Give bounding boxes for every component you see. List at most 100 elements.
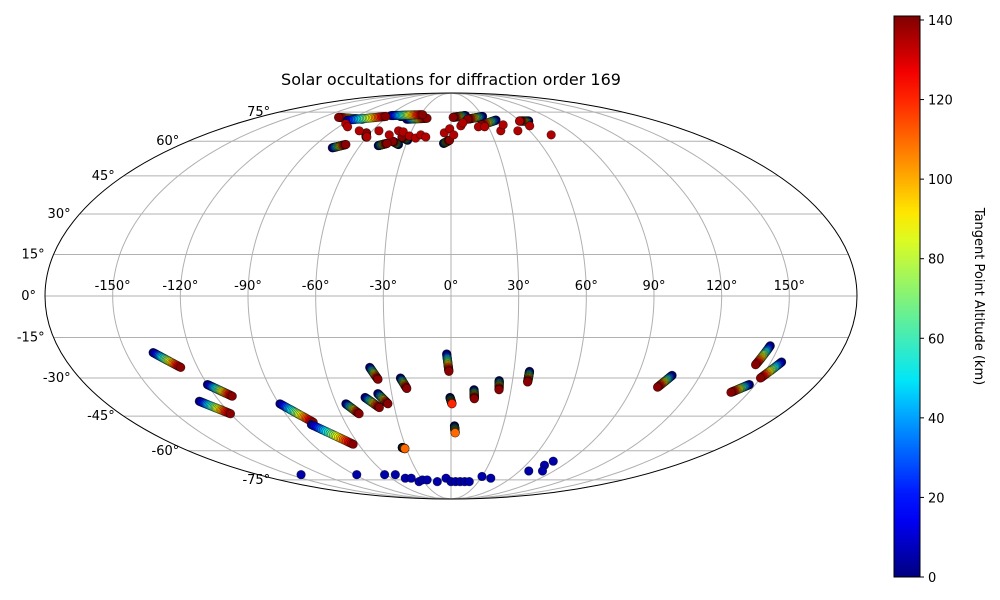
latitude-tick-label: -75°	[242, 473, 270, 488]
occultation-point	[374, 402, 384, 413]
occultation-point	[384, 130, 394, 140]
longitude-tick-labels: -150° -120° -90° -60° -30° 0° 30° 60° 90° 120° 150…	[95, 279, 805, 294]
occultation-point	[380, 470, 390, 480]
meridian-line	[450, 92, 520, 500]
meridian-line	[315, 92, 452, 500]
latitude-tick-label: -60°	[152, 444, 180, 459]
colorbar-tick-label: 60	[928, 332, 945, 347]
occultation-point	[444, 366, 454, 376]
colorbar-tick-label: 100	[928, 173, 953, 188]
occultation-point	[383, 399, 393, 409]
latitude-tick-labels: -75° -60° -45° -30° -15° 0° 15° 30° 45° 60° 75°	[17, 105, 270, 488]
occultation-point	[515, 116, 525, 126]
colorbar: 0 20 40 60 80 100 120 140 Tangent Point Altitud…	[893, 14, 986, 586]
occultation-point	[480, 122, 490, 132]
colorbar-gradient	[893, 15, 921, 578]
meridian-line	[450, 92, 587, 500]
mollweide-map	[44, 92, 858, 500]
meridian-line	[112, 92, 452, 500]
latitude-tick-label: -15°	[17, 331, 45, 346]
occultation-point	[418, 110, 428, 120]
longitude-tick-label: -30°	[369, 279, 397, 294]
occultation-point	[406, 473, 416, 483]
occultation-point	[458, 118, 468, 128]
map-border	[44, 92, 858, 500]
longitude-tick-label: -150°	[95, 279, 131, 294]
data-points	[148, 110, 787, 487]
meridian-line	[450, 92, 723, 500]
occultation-point	[296, 470, 306, 480]
colorbar-tick-label: 80	[928, 253, 945, 268]
occultation-point	[537, 466, 548, 476]
occultation-point	[354, 409, 364, 419]
colorbar-tick-label: 140	[928, 14, 953, 29]
colorbar-tick-label: 120	[928, 94, 953, 109]
occultation-point	[422, 475, 432, 485]
latitude-tick-label: 30°	[48, 207, 71, 222]
longitude-tick-label: 120°	[706, 279, 737, 294]
occultation-point	[486, 473, 496, 483]
colorbar-tick-label: 20	[928, 491, 945, 506]
occultation-point	[469, 394, 479, 404]
occultation-point	[341, 139, 351, 150]
longitude-tick-label: 150°	[774, 279, 805, 294]
occultation-point	[354, 126, 364, 136]
occultation-point	[390, 470, 400, 480]
occultation-point	[652, 382, 663, 392]
occultation-point	[342, 122, 353, 132]
occultation-point	[548, 456, 558, 466]
colorbar-ticks: 0 20 40 60 80 100 120 140	[920, 14, 953, 586]
latitude-tick-label: 0°	[21, 289, 36, 304]
meridian-line	[450, 92, 790, 500]
occultation-point	[352, 470, 362, 480]
latitude-tick-label: 75°	[247, 105, 270, 120]
occultation-point	[348, 439, 358, 449]
longitude-tick-label: 60°	[575, 279, 598, 294]
occultation-point	[523, 377, 533, 387]
occultation-point	[498, 120, 508, 130]
chart-title: Solar occultations for diffraction order…	[281, 70, 621, 89]
occultation-point	[450, 428, 460, 438]
occultation-point	[374, 126, 384, 136]
longitude-tick-label: 90°	[642, 279, 665, 294]
occultation-point	[525, 121, 535, 131]
occultation-point	[400, 444, 410, 454]
longitude-tick-label: -90°	[234, 279, 262, 294]
occultation-point	[362, 132, 372, 142]
occultation-point	[750, 360, 761, 370]
occultation-point	[546, 130, 556, 140]
occultation-point	[421, 132, 431, 142]
longitude-tick-label: 0°	[444, 279, 459, 294]
colorbar-label: Tangent Point Altitude (km)	[971, 207, 986, 385]
occultation-point	[402, 383, 412, 394]
occultation-point	[449, 130, 459, 140]
occultation-point	[447, 399, 457, 409]
colorbar-tick-label: 40	[928, 412, 945, 427]
latitude-tick-label: 45°	[92, 169, 115, 184]
occultation-point	[381, 111, 391, 122]
colorbar-tick-label: 0	[928, 571, 936, 586]
occultation-point	[373, 374, 383, 384]
longitude-tick-label: 30°	[507, 279, 530, 294]
latitude-tick-label: 15°	[22, 247, 45, 262]
occultation-point	[477, 471, 487, 482]
occultation-point	[176, 362, 186, 372]
meridian-line	[179, 92, 452, 500]
occultation-point	[333, 112, 344, 122]
latitude-tick-label: -30°	[43, 371, 71, 386]
occultation-point	[448, 112, 458, 122]
occultation-point	[755, 373, 766, 383]
occultation-point	[227, 391, 237, 401]
latitude-tick-label: 60°	[156, 134, 179, 149]
occultation-point	[524, 466, 534, 476]
meridian-line	[247, 92, 452, 500]
occultation-point	[464, 477, 474, 487]
occultation-point	[494, 385, 504, 395]
occultation-point	[513, 126, 523, 136]
occultation-point	[225, 409, 236, 419]
occultation-point	[432, 477, 442, 487]
meridian-line	[450, 92, 655, 500]
longitude-tick-label: -60°	[302, 279, 330, 294]
occultation-point	[726, 387, 736, 397]
